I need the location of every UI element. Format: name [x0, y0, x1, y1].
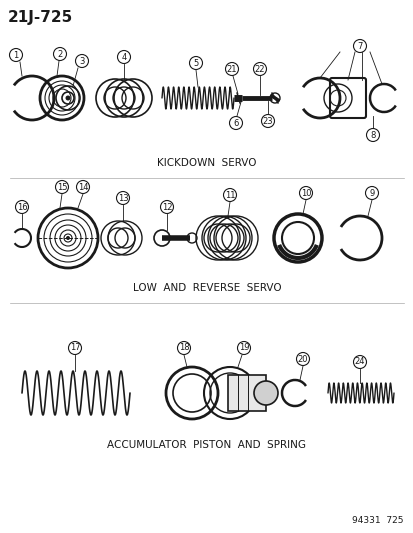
- Text: 8: 8: [369, 131, 375, 140]
- Circle shape: [254, 381, 277, 405]
- Text: 20: 20: [297, 354, 308, 364]
- Text: ACCUMULATOR  PISTON  AND  SPRING: ACCUMULATOR PISTON AND SPRING: [107, 440, 306, 450]
- Circle shape: [68, 342, 81, 354]
- Circle shape: [160, 200, 173, 214]
- Text: 7: 7: [356, 42, 362, 51]
- Circle shape: [65, 95, 70, 101]
- Text: 21J-725: 21J-725: [8, 10, 73, 25]
- Circle shape: [353, 356, 366, 368]
- Text: 5: 5: [193, 59, 198, 68]
- Circle shape: [189, 56, 202, 69]
- Circle shape: [15, 200, 28, 214]
- Circle shape: [353, 39, 366, 52]
- Text: 13: 13: [117, 193, 128, 203]
- Circle shape: [366, 128, 379, 141]
- Text: 10: 10: [300, 189, 311, 198]
- Text: 16: 16: [17, 203, 27, 212]
- Text: 18: 18: [178, 343, 189, 352]
- Circle shape: [229, 117, 242, 130]
- Circle shape: [9, 49, 22, 61]
- Text: 24: 24: [354, 358, 364, 367]
- Text: 12: 12: [161, 203, 172, 212]
- Circle shape: [261, 115, 274, 127]
- Circle shape: [299, 187, 312, 199]
- Circle shape: [76, 181, 89, 193]
- Text: 1: 1: [13, 51, 19, 60]
- Text: 19: 19: [238, 343, 249, 352]
- Text: 23: 23: [262, 117, 273, 125]
- FancyBboxPatch shape: [228, 375, 266, 411]
- Circle shape: [237, 342, 250, 354]
- Text: KICKDOWN  SERVO: KICKDOWN SERVO: [157, 158, 256, 168]
- Circle shape: [223, 189, 236, 201]
- Circle shape: [116, 191, 129, 205]
- Circle shape: [225, 62, 238, 76]
- Text: 6: 6: [233, 118, 238, 127]
- Circle shape: [53, 47, 66, 61]
- Text: 14: 14: [78, 182, 88, 191]
- Circle shape: [253, 62, 266, 76]
- Text: 22: 22: [254, 64, 265, 74]
- Text: 17: 17: [69, 343, 80, 352]
- Circle shape: [55, 181, 68, 193]
- Circle shape: [117, 51, 130, 63]
- Circle shape: [296, 352, 309, 366]
- Text: LOW  AND  REVERSE  SERVO: LOW AND REVERSE SERVO: [133, 283, 280, 293]
- Text: 9: 9: [368, 189, 374, 198]
- Circle shape: [177, 342, 190, 354]
- Text: 15: 15: [57, 182, 67, 191]
- Text: 94331  725: 94331 725: [351, 516, 403, 525]
- Text: 3: 3: [79, 56, 85, 66]
- Circle shape: [66, 236, 70, 240]
- Text: 11: 11: [224, 190, 235, 199]
- Text: 4: 4: [121, 52, 126, 61]
- Text: 21: 21: [226, 64, 237, 74]
- Circle shape: [365, 187, 377, 199]
- Text: 2: 2: [57, 50, 62, 59]
- Circle shape: [75, 54, 88, 68]
